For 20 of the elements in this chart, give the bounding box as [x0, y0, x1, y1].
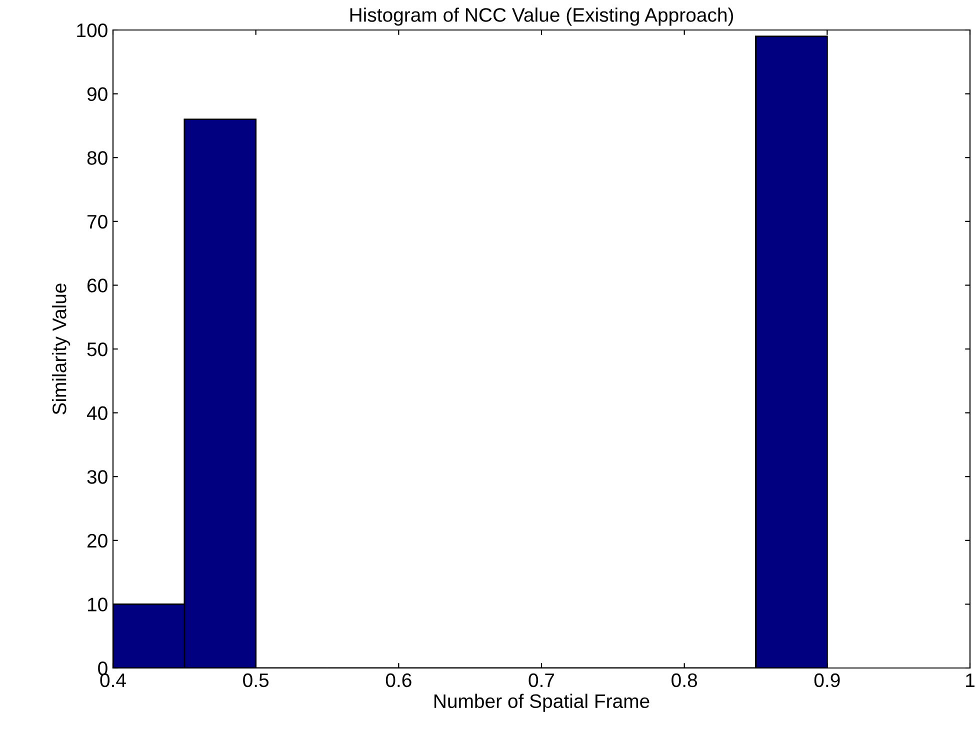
- x-tick-label: 0.9: [814, 673, 840, 688]
- y-axis-title: Similarity Value: [52, 284, 70, 414]
- x-tick-label: 1: [966, 674, 974, 687]
- y-tick-label: 70: [88, 214, 108, 229]
- y-tick-label: 50: [87, 342, 108, 356]
- y-tick-label: 40: [86, 406, 108, 420]
- y-tick-label: 30: [87, 470, 108, 484]
- x-tick-label: 0.4: [100, 673, 126, 688]
- x-tick-label: 0.5: [243, 673, 269, 688]
- x-tick-label: 0.6: [386, 673, 412, 688]
- x-tick-label: 0.8: [672, 673, 698, 688]
- y-tick-label: 10: [88, 598, 108, 612]
- y-tick-label: 80: [87, 151, 108, 165]
- x-tick-label: 0.7: [528, 673, 554, 688]
- chart-title: Histogram of NCC Value (Existing Approach): [350, 8, 734, 26]
- y-tick-label: 60: [88, 278, 108, 292]
- y-tick-label: 20: [87, 534, 108, 548]
- y-tick-label: 100: [77, 23, 108, 38]
- y-tick-label: 90: [87, 87, 108, 102]
- x-axis-title: Number of Spatial Frame: [434, 694, 650, 712]
